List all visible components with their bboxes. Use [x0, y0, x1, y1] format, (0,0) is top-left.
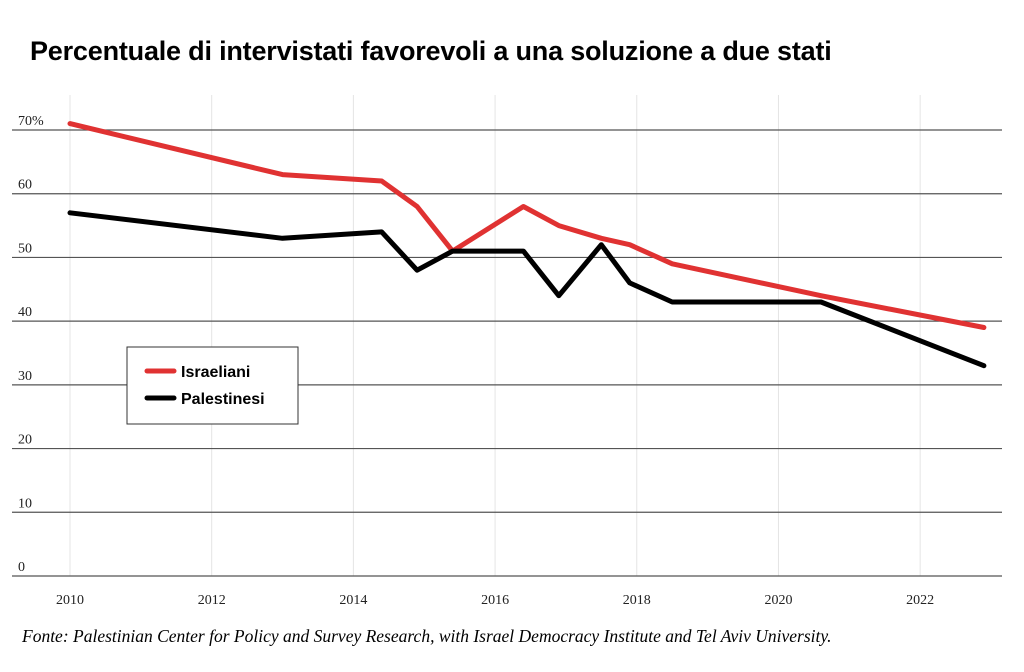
series-lines	[67, 121, 987, 369]
y-tick-label: 70%	[18, 114, 44, 129]
vertical-gridlines	[69, 95, 921, 576]
x-tick-label: 2012	[198, 593, 226, 608]
y-tick-label: 30	[18, 369, 32, 384]
y-axis-tick-labels: 0 10 20 30 40 50 60 70%	[18, 114, 44, 575]
legend-label: Palestinesi	[181, 391, 265, 408]
legend-label: Israeliani	[181, 364, 250, 381]
chart-title: Percentuale di intervistati favorevoli a…	[30, 36, 832, 66]
series-line-palestinesi	[67, 210, 987, 369]
y-tick-label: 50	[18, 241, 32, 256]
x-tick-label: 2020	[764, 593, 792, 608]
source-note: Fonte: Palestinian Center for Policy and…	[22, 626, 832, 646]
x-tick-label: 2010	[56, 593, 84, 608]
y-tick-label: 0	[18, 560, 25, 575]
y-tick-label: 20	[18, 433, 32, 448]
y-tick-label: 60	[18, 178, 32, 193]
x-tick-label: 2016	[481, 593, 509, 608]
x-axis-tick-labels: 2010 2012 2014 2016 2018 2020 2022	[56, 593, 934, 608]
x-tick-label: 2018	[623, 593, 651, 608]
legend: Israeliani Palestinesi	[126, 346, 299, 425]
y-tick-label: 40	[18, 305, 32, 320]
x-tick-label: 2014	[339, 593, 367, 608]
series-line-israeliani	[67, 121, 987, 330]
legend-box	[126, 346, 299, 425]
y-tick-label: 10	[18, 496, 32, 511]
x-tick-label: 2022	[906, 593, 934, 608]
